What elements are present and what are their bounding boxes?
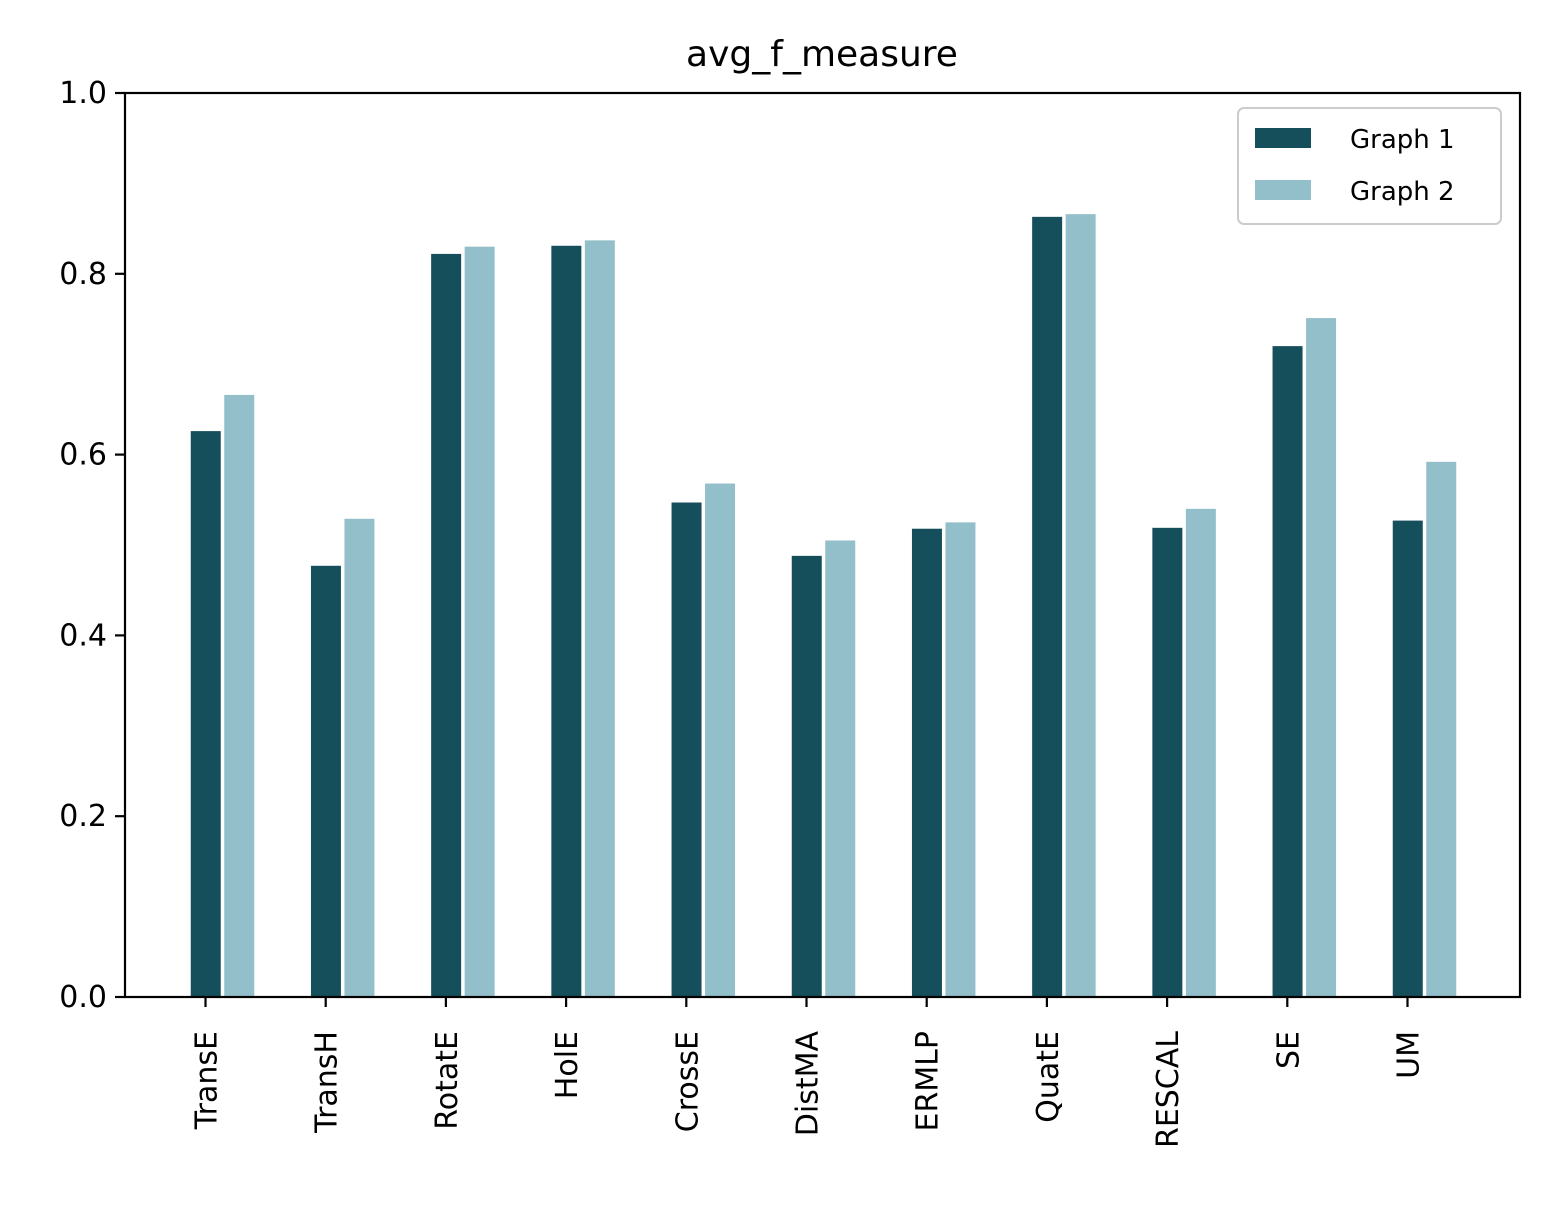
chart-title: avg_f_measure — [686, 34, 958, 75]
plot-frame — [123, 91, 1522, 999]
y-tick-label: 0.4 — [59, 618, 107, 653]
bar-se-series-1 — [1272, 346, 1303, 997]
bar-quate-series-1 — [1032, 216, 1063, 997]
x-tick-label: RotatE — [430, 1031, 465, 1130]
x-tick-label: HolE — [550, 1031, 585, 1099]
bar-distma-series-2 — [825, 540, 856, 997]
bar-hole-series-2 — [584, 240, 615, 998]
legend: Graph 1 Graph 2 — [1237, 107, 1502, 225]
bar-rescal-series-2 — [1185, 508, 1216, 997]
bar-crosse-series-2 — [705, 483, 736, 997]
bar-quate-series-2 — [1065, 214, 1096, 998]
x-tick-label: DistMA — [791, 1031, 826, 1137]
legend-swatch-series-2 — [1255, 180, 1311, 200]
bar-transh-series-2 — [344, 518, 375, 997]
bar-um-series-2 — [1426, 461, 1457, 997]
y-tick-label: 1.0 — [59, 76, 107, 111]
legend-label-series-1: Graph 1 — [1350, 125, 1455, 155]
bar-transe-series-2 — [224, 394, 255, 997]
bar-distma-series-1 — [791, 555, 822, 997]
x-tick-label: UM — [1392, 1031, 1427, 1079]
legend-swatch-series-1 — [1255, 128, 1311, 148]
x-tick-label: CrossE — [670, 1031, 705, 1132]
bar-rotate-series-2 — [464, 246, 495, 997]
x-tick-label: ERMLP — [911, 1031, 946, 1132]
y-tick-label: 0.8 — [59, 257, 107, 292]
x-axis: TransE TransH RotatE HolE CrossE DistMA ERMLP Q… — [190, 997, 1427, 1148]
bars-layer — [190, 214, 1457, 998]
x-tick-label: QuatE — [1031, 1031, 1066, 1123]
y-tick-label: 0.0 — [59, 980, 107, 1015]
bar-hole-series-1 — [551, 245, 582, 997]
x-tick-label: SE — [1271, 1031, 1306, 1069]
bar-transh-series-1 — [310, 565, 341, 997]
bar-ermlp-series-1 — [911, 528, 942, 997]
bar-rescal-series-1 — [1152, 527, 1183, 997]
y-tick-label: 0.2 — [59, 799, 107, 834]
bar-crosse-series-1 — [671, 502, 702, 997]
bar-transe-series-1 — [190, 431, 221, 997]
y-tick-label: 0.6 — [59, 438, 107, 473]
y-axis: 0.0 0.2 0.4 0.6 0.8 1.0 — [59, 76, 125, 1015]
x-tick-label: RESCAL — [1151, 1031, 1186, 1148]
bar-um-series-1 — [1392, 520, 1423, 997]
bar-rotate-series-1 — [431, 253, 462, 998]
x-tick-label: TransH — [310, 1031, 345, 1134]
bar-se-series-2 — [1306, 318, 1337, 997]
legend-label-series-2: Graph 2 — [1350, 177, 1455, 207]
x-tick-label: TransE — [190, 1031, 225, 1130]
bar-ermlp-series-2 — [945, 522, 976, 997]
